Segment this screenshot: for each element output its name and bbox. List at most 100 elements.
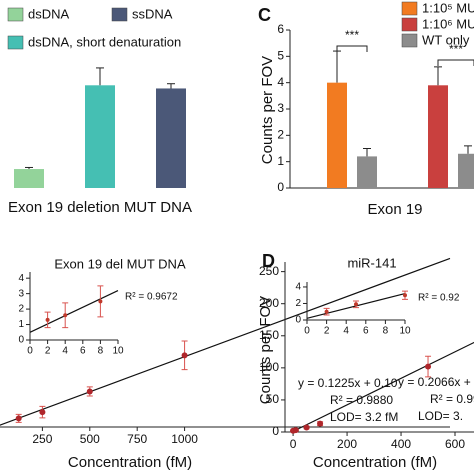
y-tick-label: 1 <box>277 154 284 168</box>
bar <box>85 85 115 188</box>
fit-line <box>29 290 119 333</box>
x-tick-label: 200 <box>337 437 357 451</box>
y-tick-label: 0 <box>295 315 301 326</box>
legend-label: 1:10⁵ MUT <box>422 0 474 15</box>
error-bar <box>167 83 175 89</box>
x-tick-label: 400 <box>391 437 411 451</box>
annotation: *** <box>449 42 463 56</box>
point <box>86 388 93 395</box>
y-tick-label: 2 <box>18 304 24 315</box>
error-bar <box>96 67 104 86</box>
legend-label: WT only <box>422 32 470 47</box>
point <box>98 299 103 304</box>
y-tick-label: 0 <box>277 180 284 194</box>
x-tick-label: 500 <box>80 432 100 446</box>
x-tick-label: 600 <box>445 437 465 451</box>
legend-label: 1:10⁶ MUT <box>422 16 474 31</box>
x-axis-label: Exon 19 <box>367 201 422 218</box>
point <box>45 317 50 322</box>
x-tick-label: 8 <box>383 326 389 337</box>
annotation: R² = 0.9880 <box>330 393 393 407</box>
significance-bracket <box>437 59 474 66</box>
x-tick-label: 250 <box>32 432 52 446</box>
annotation: y = 0.2066x + <box>398 375 471 389</box>
y-tick-label: 150 <box>259 328 279 342</box>
point <box>303 424 310 431</box>
y-tick-label: 50 <box>266 392 280 406</box>
error-bar <box>333 50 341 83</box>
x-tick-label: 1000 <box>171 432 198 446</box>
y-tick-label: 6 <box>277 22 284 36</box>
chart-title: miR-141 <box>347 255 396 270</box>
panel-label: D <box>262 251 275 271</box>
chart-title: Exon 19 del MUT DNA <box>54 256 186 271</box>
point <box>403 293 407 298</box>
y-axis-label: Counts per FOV <box>257 296 274 404</box>
point <box>15 415 22 422</box>
point <box>317 420 324 427</box>
x-tick-label: Exon 19 deletion MUT DNA <box>8 199 192 216</box>
annotation: R² = 0.99 <box>430 392 474 406</box>
y-tick-label: 1 <box>18 319 24 330</box>
legend-swatch <box>7 7 24 22</box>
y-tick-label: 4 <box>18 273 24 284</box>
legend-label: ssDNA <box>132 6 173 21</box>
y-tick-label: 200 <box>259 296 279 310</box>
y-tick-label: 4 <box>295 282 301 293</box>
bar <box>428 85 448 188</box>
y-tick-label: 3 <box>18 288 24 299</box>
point <box>292 427 299 434</box>
y-tick-label: 100 <box>259 360 279 374</box>
x-tick-label: 0 <box>290 437 297 451</box>
x-tick-label: 750 <box>127 432 147 446</box>
y-tick-label: 3 <box>277 101 284 115</box>
x-tick-label: 4 <box>343 326 349 337</box>
x-tick-label: 8 <box>98 346 104 357</box>
error-bar <box>464 145 472 154</box>
legend-swatch <box>401 17 418 32</box>
annotation: LOD= 3. <box>418 409 463 423</box>
y-tick-label: 0 <box>272 424 279 438</box>
legend-swatch <box>401 1 418 16</box>
y-tick-label: 0 <box>18 335 24 346</box>
legend-label: dsDNA <box>28 6 70 21</box>
significance-bracket <box>336 45 368 52</box>
point <box>425 363 432 370</box>
x-axis-label: Concentration (fM) <box>313 454 437 471</box>
x-tick-label: 6 <box>80 346 86 357</box>
x-tick-label: 4 <box>62 346 68 357</box>
x-tick-label: 2 <box>324 326 330 337</box>
legend-swatch <box>111 7 128 22</box>
bar <box>14 169 44 188</box>
fit-line <box>0 257 451 426</box>
legend-swatch <box>401 33 418 48</box>
annotation: LOD= 3.2 fM <box>330 410 398 424</box>
point <box>63 313 68 318</box>
legend-swatch <box>7 35 24 50</box>
x-tick-label: 0 <box>27 346 33 357</box>
legend-label: dsDNA, short denaturation <box>28 34 181 49</box>
annotation: *** <box>345 28 359 42</box>
y-axis-label: Counts per FOV <box>259 56 276 164</box>
y-tick-label: 4 <box>277 75 284 89</box>
bar <box>458 153 474 188</box>
annotation: R² = 0.92 <box>418 293 460 304</box>
point <box>181 352 188 359</box>
x-tick-label: 10 <box>399 326 411 337</box>
y-tick-label: 2 <box>277 128 284 142</box>
bar <box>156 88 186 188</box>
fit-line <box>291 341 474 433</box>
x-tick-label: 2 <box>45 346 51 357</box>
error-bar <box>25 166 33 170</box>
point <box>354 302 358 307</box>
annotation: y = 0.1225x + 0.10 <box>298 376 398 390</box>
point <box>324 309 329 314</box>
error-bar <box>434 66 442 86</box>
x-tick-label: 0 <box>304 326 310 337</box>
panel-label: C <box>258 5 271 25</box>
x-tick-label: 6 <box>363 326 369 337</box>
error-bar <box>363 148 371 157</box>
bar <box>357 156 377 188</box>
y-tick-label: 2 <box>295 298 301 309</box>
